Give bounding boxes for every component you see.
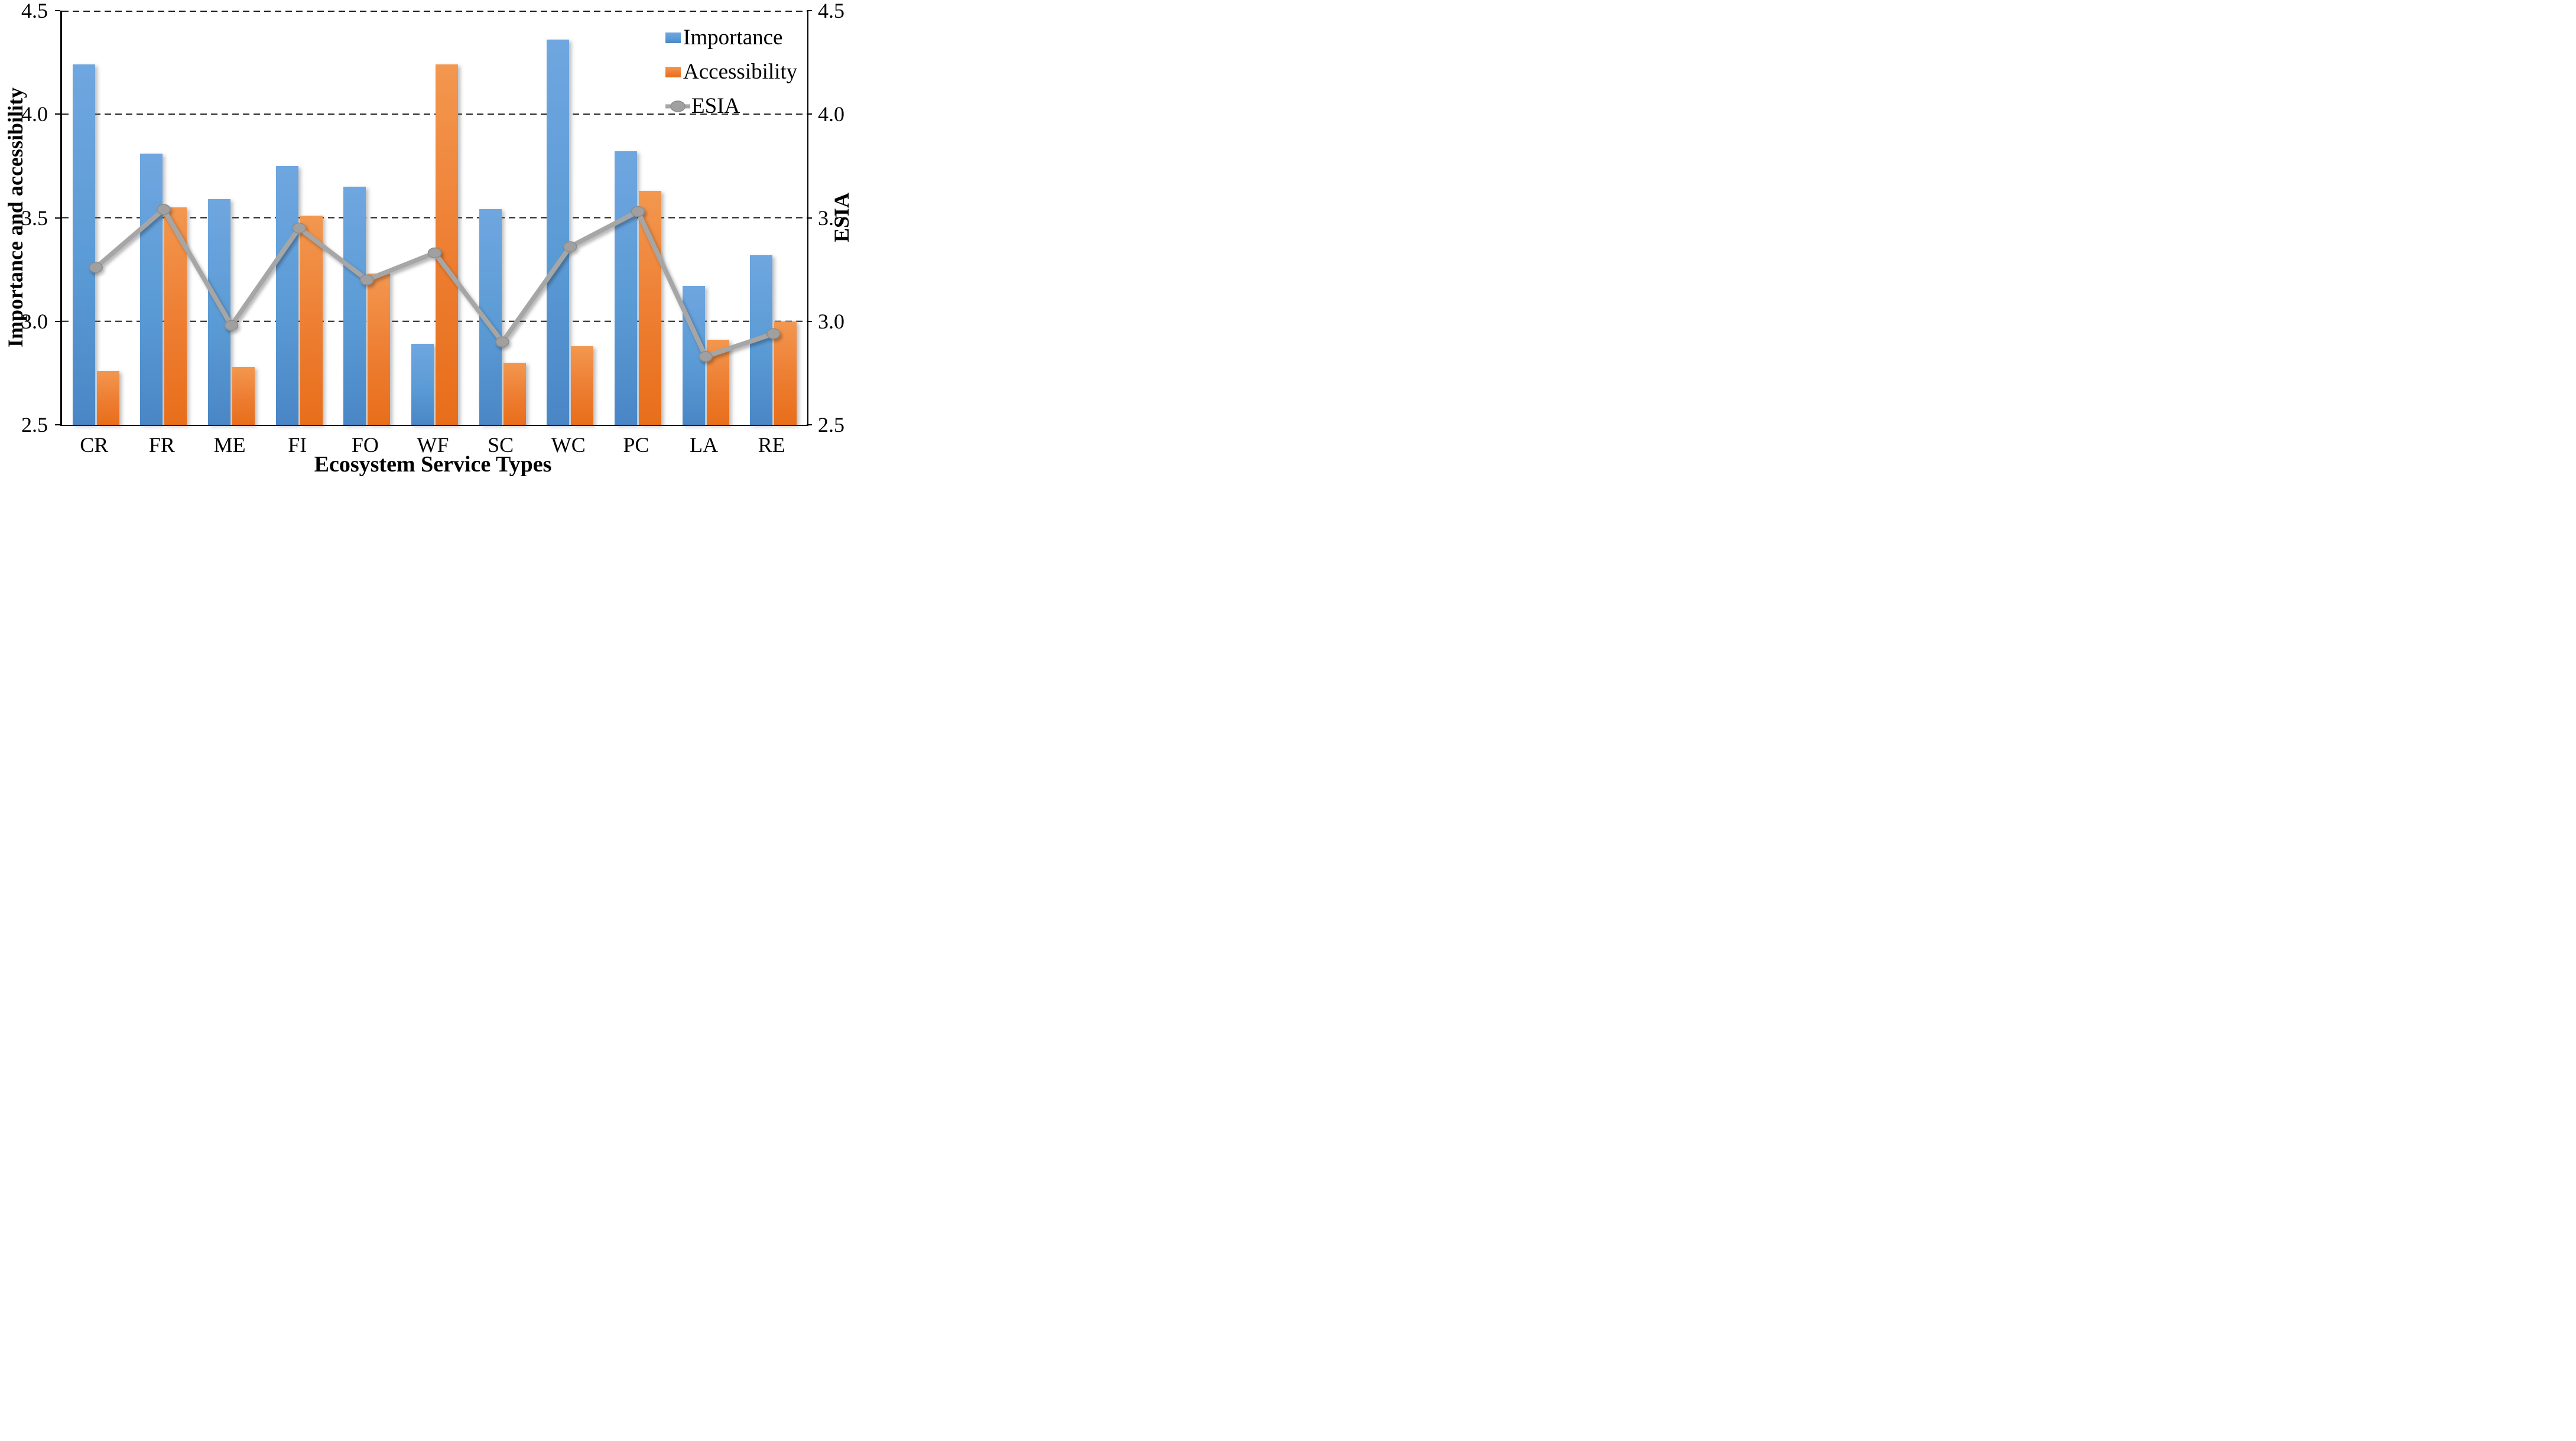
esia-marker-WF <box>427 247 442 259</box>
y-tick-mark-right-3.5 <box>807 217 812 219</box>
y-tick-mark-left-3.5 <box>55 217 60 219</box>
bar-accessibility-WC <box>571 346 594 425</box>
y-tick-mark-right-4.0 <box>807 113 812 115</box>
x-category-label-FI: FI <box>288 433 307 457</box>
y-tick-mark-right-2.5 <box>807 424 812 425</box>
bar-importance-ME <box>208 199 231 425</box>
y-tick-mark-left-4.5 <box>55 10 60 11</box>
y-tick-mark-right-3.0 <box>807 320 812 322</box>
bar-importance-WC <box>547 40 570 425</box>
esia-marker-FI <box>292 222 306 234</box>
y-tick-label-left-2.5: 2.5 <box>21 413 48 437</box>
x-axis-title: Ecosystem Service Types <box>314 452 552 476</box>
y-tick-mark-right-4.5 <box>807 10 812 11</box>
bar-accessibility-SC <box>503 362 526 425</box>
esia-polyline <box>93 207 776 359</box>
esia-marker-LA <box>699 351 713 362</box>
importance-swatch-icon <box>665 32 681 43</box>
x-category-label-FO: FO <box>351 433 379 457</box>
legend-item-importance: Importance <box>665 26 797 50</box>
y-tick-label-left-3.5: 3.5 <box>21 206 48 230</box>
esia-marker-WC <box>563 241 577 252</box>
y-tick-label-right-3.0: 3.0 <box>818 309 844 333</box>
bar-importance-PC <box>614 151 637 425</box>
y-tick-mark-left-3.0 <box>55 320 60 322</box>
bar-accessibility-ME <box>232 366 255 425</box>
legend-label-accessibility: Accessibility <box>683 60 798 84</box>
y-tick-label-left-3.0: 3.0 <box>21 309 48 333</box>
x-category-label-CR: CR <box>80 433 109 457</box>
x-category-label-LA: LA <box>690 433 719 457</box>
y-tick-label-left-4.0: 4.0 <box>21 102 48 126</box>
bar-accessibility-FI <box>300 216 323 425</box>
x-category-label-FR: FR <box>148 433 175 457</box>
bar-importance-FO <box>343 186 366 425</box>
esia-marker-CR <box>89 262 103 273</box>
bar-accessibility-RE <box>774 321 797 425</box>
esia-marker-ME <box>224 320 239 331</box>
x-category-label-PC: PC <box>623 433 649 457</box>
esia-marker-FR <box>157 204 171 215</box>
esia-line-marker-icon <box>665 100 690 112</box>
x-category-label-WF: WF <box>417 433 449 457</box>
x-category-label-RE: RE <box>758 433 785 457</box>
y-tick-mark-left-2.5 <box>55 424 60 425</box>
esia-line-series <box>89 204 781 362</box>
legend-label-importance: Importance <box>683 25 783 50</box>
bar-accessibility-PC <box>638 190 661 425</box>
plot-area <box>60 11 808 426</box>
chart-figure: Importance and accessibility ESIA Ecosys… <box>0 0 851 476</box>
accessibility-swatch-icon <box>665 67 681 77</box>
y-tick-label-right-2.5: 2.5 <box>818 413 844 437</box>
esia-marker-RE <box>766 328 781 340</box>
y-tick-mark-left-4.0 <box>55 113 60 115</box>
x-category-label-SC: SC <box>488 433 514 457</box>
esia-marker-SC <box>495 336 509 348</box>
esia-marker-PC <box>631 206 645 217</box>
bar-importance-FI <box>275 165 298 425</box>
bar-importance-FR <box>140 153 163 425</box>
legend-item-accessibility: Accessibility <box>665 60 797 84</box>
y-tick-label-right-3.5: 3.5 <box>818 206 844 230</box>
bar-accessibility-FO <box>368 274 391 425</box>
x-category-label-WC: WC <box>551 433 586 457</box>
y-tick-label-left-4.5: 4.5 <box>21 0 48 22</box>
y-tick-label-right-4.5: 4.5 <box>818 0 844 22</box>
bar-accessibility-CR <box>96 370 119 425</box>
bar-accessibility-WF <box>436 64 458 425</box>
y-tick-label-right-4.0: 4.0 <box>818 102 844 126</box>
legend-label-esia: ESIA <box>691 94 740 118</box>
legend: Importance Accessibility ESIA <box>665 26 797 129</box>
bar-importance-CR <box>72 64 95 425</box>
bar-importance-WF <box>411 344 434 425</box>
esia-marker-FO <box>360 274 374 285</box>
legend-item-esia: ESIA <box>665 95 797 118</box>
x-category-label-ME: ME <box>213 433 246 457</box>
